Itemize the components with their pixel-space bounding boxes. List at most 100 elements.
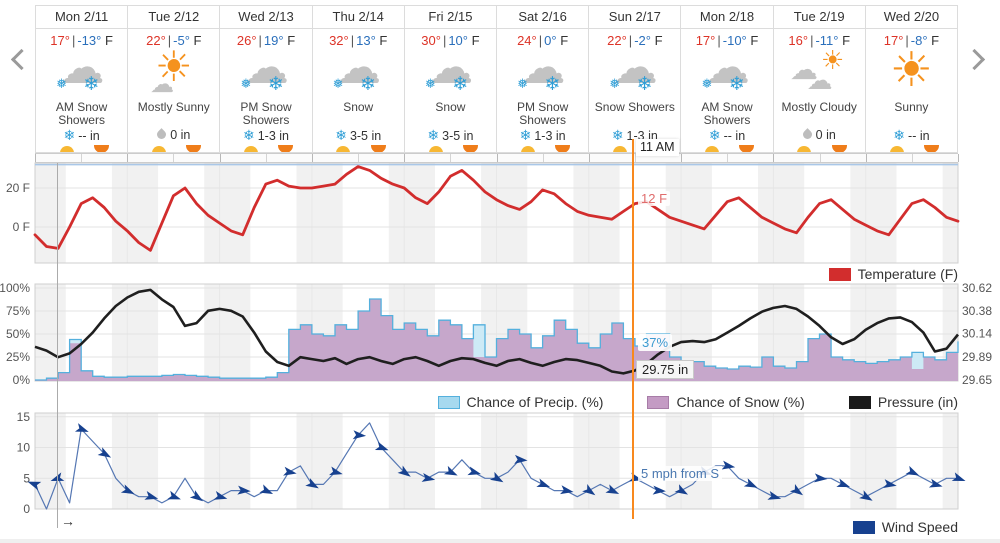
wind-direction-arrow-icon (97, 447, 112, 458)
wind-direction-arrow-icon (928, 478, 943, 488)
low-temp: -11° (815, 33, 839, 48)
day-name-label: Tue 2/19 (773, 6, 865, 29)
overview-tick (773, 154, 775, 162)
forecast-strip: Mon 2/11 17° | -13° F ☁ ❅ ❄ AM Snow Showers ❄ -- … (35, 5, 958, 153)
svg-text:100%: 100% (0, 281, 30, 295)
sunset-icon (462, 145, 478, 152)
wind-direction-arrow-icon (905, 465, 920, 476)
wind-direction-arrow-icon (951, 472, 966, 482)
wind-direction-arrow-icon (421, 473, 436, 482)
sunrise-icon (520, 146, 535, 152)
sunset-icon (923, 145, 939, 152)
snow-showers-icon: ☁ ❅ ❄ (56, 40, 105, 95)
day-cell[interactable]: Tue 2/19 16° | -11° F ☀ ☁ ☁ Mostly Cloudy 0 in (773, 6, 866, 152)
day-temps: 24° | 0° F (497, 33, 588, 48)
day-cell[interactable]: Mon 2/11 17° | -13° F ☁ ❅ ❄ AM Snow Showers ❄ -- … (36, 6, 129, 152)
sunset-icon (831, 145, 847, 152)
precip-amount-value: 3-5 in (349, 129, 382, 143)
prev-days-button[interactable] (9, 48, 33, 72)
temperature-swatch (828, 267, 851, 281)
overview-tick (311, 154, 313, 162)
day-name-label: Thu 2/14 (312, 6, 404, 29)
day-temps: 17° | -13° F (36, 33, 127, 48)
pressure-line (34, 288, 960, 375)
wind-plot[interactable] (34, 412, 959, 510)
low-temp: 13° (356, 33, 376, 48)
day-cell[interactable]: Mon 2/18 17° | -10° F ☁ ❅ ❄ AM Snow Showers ❄ -- … (681, 6, 774, 152)
day-cell[interactable]: Sat 2/16 24° | 0° F ☁ ❅ ❄ PM Snow Showers ❄ 1-3 i… (497, 6, 590, 152)
overview-tick (35, 154, 36, 162)
precip-amount-value: 0 in (815, 128, 836, 142)
wind-direction-arrow-icon (674, 484, 689, 495)
day-cell[interactable]: Wed 2/13 26° | 19° F ☁ ❅ ❄ PM Snow Showers ❄ 1-3 … (220, 6, 313, 152)
snow-showers-icon: ☁ ❅ ❄ (701, 40, 751, 95)
wind-direction-arrow-icon (259, 484, 274, 494)
day-name-label: Mon 2/18 (681, 6, 773, 29)
day-cell[interactable]: Tue 2/12 22° | -5° F ☀ ☁ Mostly Sunny 0 in (128, 6, 221, 152)
chart-overview-strip[interactable] (35, 153, 959, 163)
mostly-sunny-icon: ☀ ☁ (150, 42, 193, 98)
temp-separator: | (71, 33, 76, 48)
horizontal-scrollbar[interactable] (0, 539, 1000, 543)
precip-amount-value: -- in (78, 129, 100, 143)
cursor-temperature-tooltip: 12 F (638, 191, 671, 206)
overview-tick (681, 154, 683, 162)
sunrise-icon (151, 146, 166, 152)
svg-text:20 F: 20 F (6, 181, 30, 195)
next-days-button[interactable] (963, 48, 988, 72)
day-cell[interactable]: Thu 2/14 32° | 13° F ☁ ❅ ❄ Snow ❄ 3-5 in (312, 6, 405, 152)
overview-tick (634, 154, 636, 162)
pressure-legend-label: Pressure (in) (877, 394, 958, 410)
temp-unit: F (375, 33, 388, 48)
high-temp: 17° (50, 33, 70, 48)
day-cell[interactable]: Fri 2/15 30° | 10° F ☁ ❅ ❄ Snow ❄ 3-5 in (404, 6, 498, 152)
wind-direction-arrow-icon (283, 466, 297, 476)
snow-showers-icon: ☁ ❅ ❄ (517, 40, 566, 95)
chevron-right-icon (963, 48, 986, 71)
wind-direction-arrow-icon (883, 479, 897, 488)
sunset-icon (554, 145, 570, 152)
day-cell[interactable]: Wed 2/20 17° | -8° F ☀ Sunny ❄ -- in (865, 6, 958, 152)
day-name-label: Sat 2/16 (497, 6, 589, 29)
svg-text:75%: 75% (6, 304, 30, 318)
svg-text:15: 15 (17, 410, 31, 424)
temp-unit: F (650, 33, 663, 48)
temperature-legend: Temperature (F) (828, 266, 958, 282)
day-temps: 17° | -8° F (866, 33, 957, 48)
sunrise-icon (705, 146, 720, 152)
day-cell[interactable]: Sun 2/17 22° | -2° F ☁ ❅ ❄ Snow Showers ❄ 1-3 in (589, 6, 682, 152)
low-temp: 10° (448, 33, 468, 48)
precip-amount: ❄ -- in (681, 128, 772, 144)
scrubber-arrow-icon[interactable]: → (61, 513, 75, 529)
svg-text:25%: 25% (6, 350, 30, 364)
precip-amount: ❄ 1-3 in (220, 128, 311, 144)
precip-amount-value: 0 in (170, 128, 191, 142)
snowflake-icon: ❄ (708, 128, 721, 144)
wind-direction-arrow-icon (743, 478, 758, 488)
overview-tick (958, 154, 959, 162)
day-name-label: Mon 2/11 (36, 6, 128, 29)
svg-text:0%: 0% (13, 373, 31, 387)
droplet-icon (800, 128, 814, 141)
wind-direction-arrow-icon (237, 485, 251, 495)
time-scrubber-line[interactable] (57, 146, 58, 528)
snowflake-icon: ❄ (63, 128, 76, 144)
temp-unit: F (468, 33, 480, 48)
day-temps: 30° | 10° F (405, 33, 496, 48)
sunrise-icon (244, 146, 259, 152)
day-temps: 16° | -11° F (774, 33, 865, 48)
overview-tick (542, 154, 544, 162)
overview-tick (265, 154, 267, 162)
temp-separator: | (538, 33, 543, 48)
precip-amount: ❄ 3-5 in (405, 128, 496, 144)
temp-plot[interactable] (34, 162, 959, 264)
high-temp: 16° (788, 33, 809, 48)
snowflake-icon: ❄ (611, 128, 624, 144)
day-name-label: Wed 2/13 (220, 6, 312, 29)
high-temp: 32° (329, 33, 349, 48)
sunset-icon (93, 145, 109, 152)
condition-label: Snow (343, 100, 374, 114)
snowflake-icon: ❄ (335, 128, 347, 144)
temperature-legend-label: Temperature (F) (857, 266, 958, 282)
